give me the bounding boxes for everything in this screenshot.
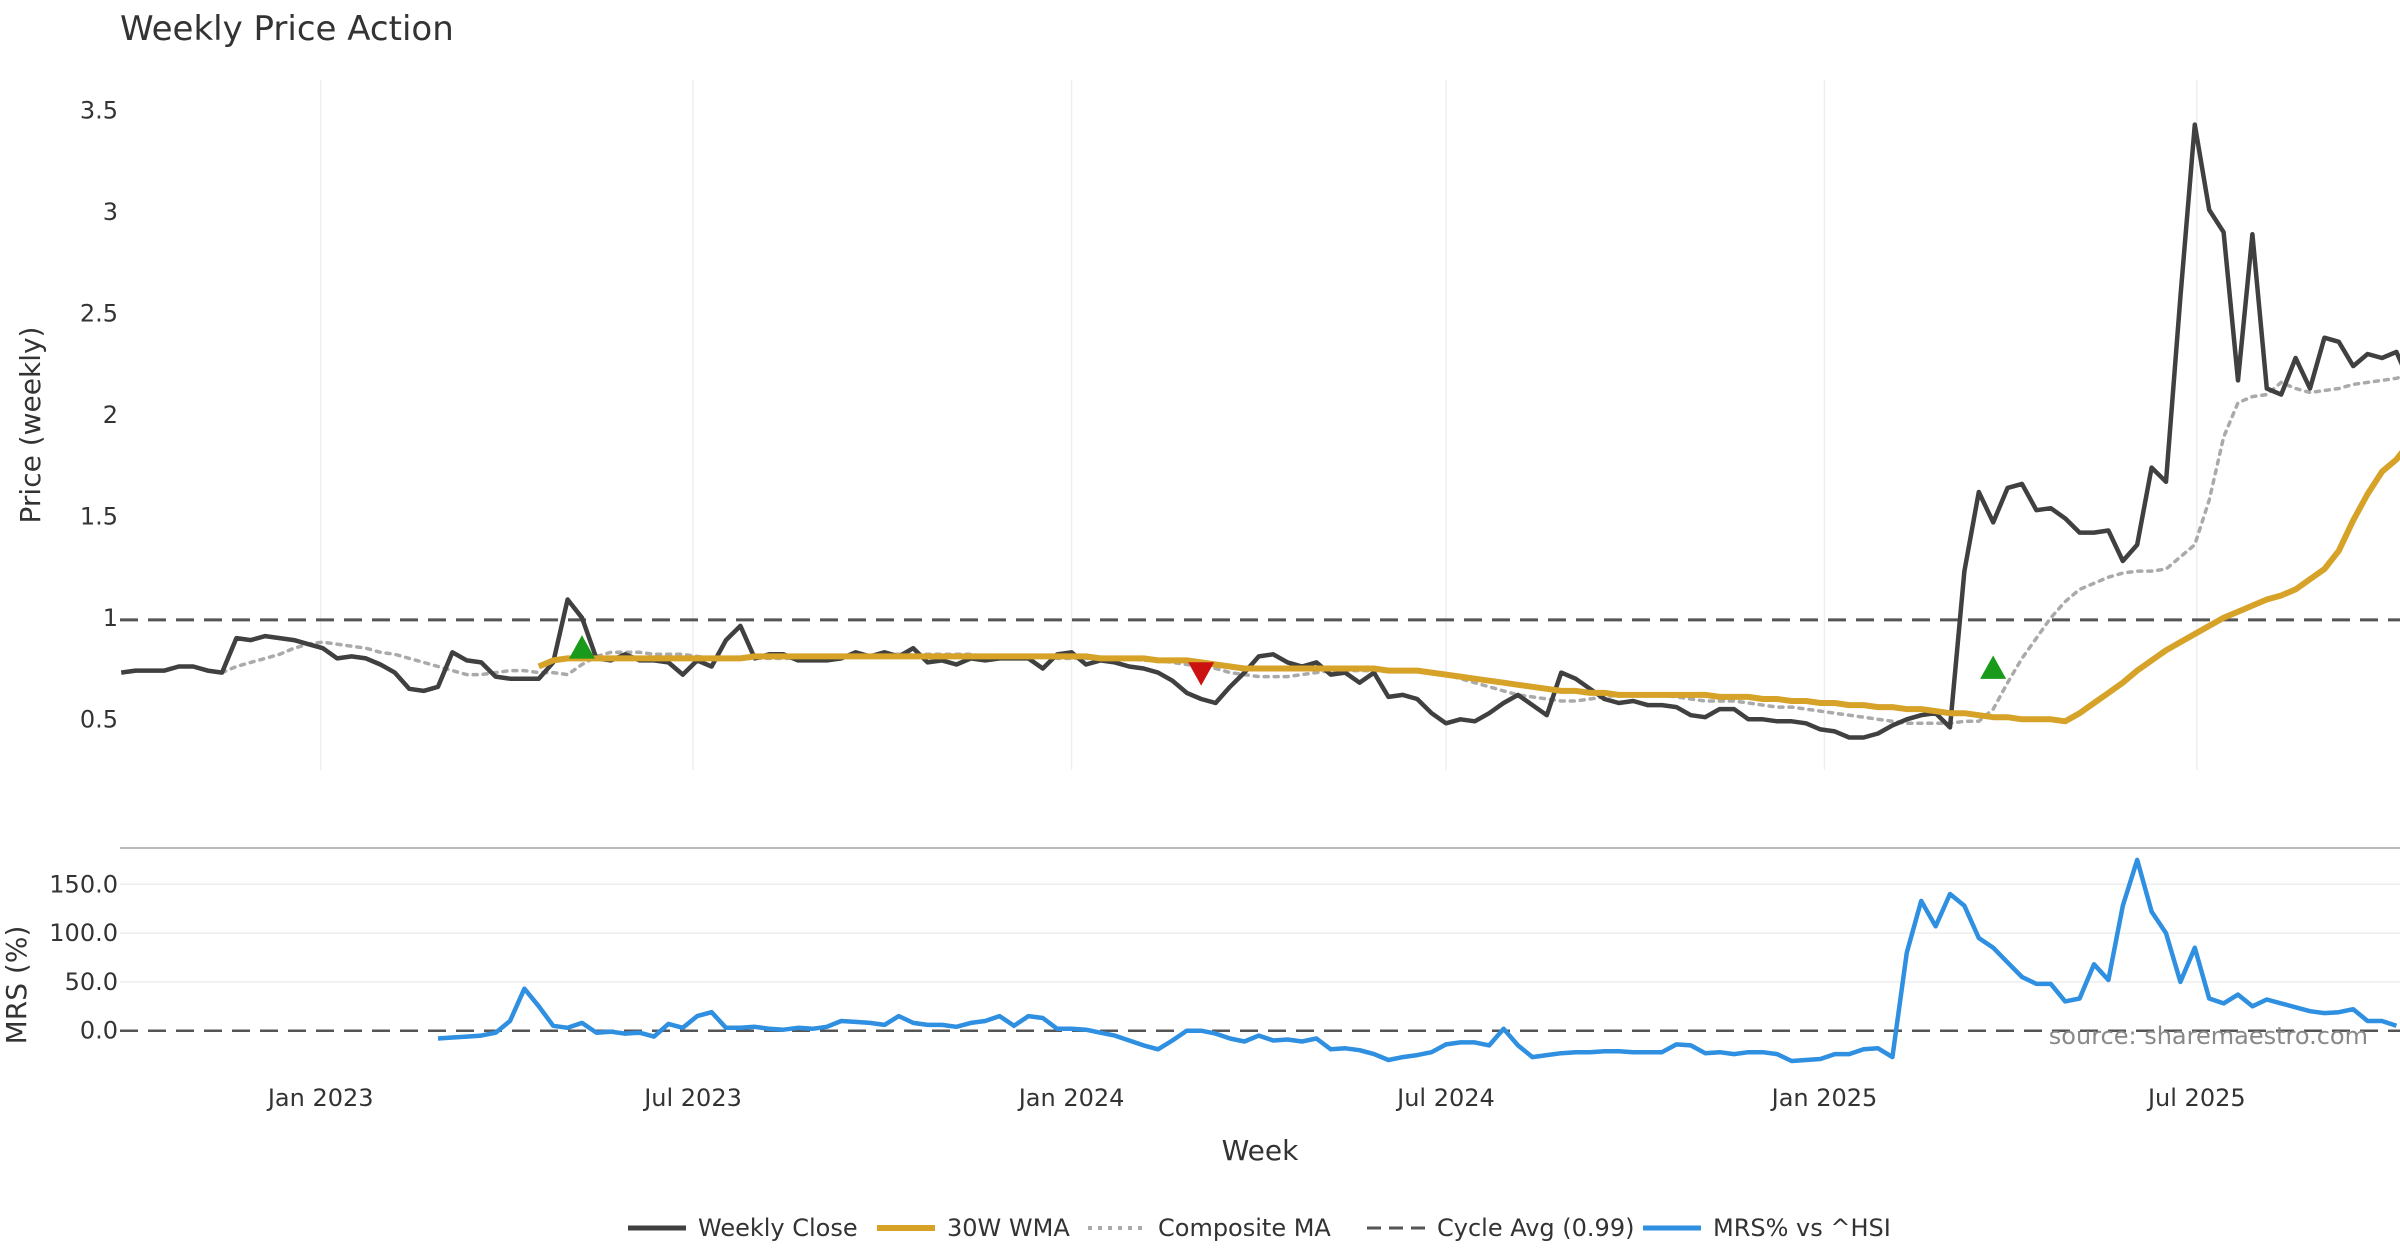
legend-item: Cycle Avg (0.99) (1367, 1214, 1634, 1242)
series-mrs (437, 857, 2398, 1064)
mrs-y-ticks: 0.0 50.0 100.0 150.0 (49, 870, 118, 1044)
x-axis-label: Week (1222, 1134, 1299, 1167)
mrs-ytick-label: 150.0 (49, 870, 118, 898)
legend-item: Composite MA (1088, 1214, 1331, 1242)
legend-item: 30W WMA (877, 1214, 1070, 1242)
price-ytick-label: 2 (103, 401, 118, 429)
sell-signal-marker-1 (1188, 662, 1215, 686)
legend-label: 30W WMA (947, 1214, 1070, 1242)
x-tick-label: Jul 2023 (642, 1084, 742, 1112)
price-y-ticks: 0.5 1 1.5 2 2.5 3 3.5 (80, 96, 118, 733)
legend-label: Cycle Avg (0.99) (1437, 1214, 1634, 1242)
signal-markers (568, 635, 2007, 686)
buy-signal-marker-0 (568, 635, 595, 659)
mrs-ytick-label: 100.0 (49, 919, 118, 947)
price-ytick-label: 2.5 (80, 299, 118, 327)
mrs-grid (120, 883, 2400, 983)
legend-label: Composite MA (1158, 1214, 1331, 1242)
x-ticks: Jan 2023 Jul 2023 Jan 2024 Jul 2024 Jan 2025… (266, 1084, 2246, 1112)
price-ytick-label: 0.5 (80, 705, 118, 733)
series-weekly-close (120, 122, 2400, 740)
mrs-ytick-label: 0.0 (80, 1017, 118, 1045)
price-ytick-label: 1.5 (80, 502, 118, 530)
mrs-ytick-label: 50.0 (65, 968, 118, 996)
buy-signal-marker-2 (1980, 655, 2007, 679)
source-attribution: source: sharemaestro.com (2049, 1022, 2368, 1050)
price-grid (319, 80, 2198, 770)
legend: Weekly Close 30W WMA Composite MA Cycle Avg… (628, 1214, 1891, 1242)
price-ytick-label: 3.5 (80, 96, 118, 124)
price-ytick-label: 1 (103, 604, 118, 632)
x-tick-label: Jan 2023 (266, 1084, 374, 1112)
legend-item: MRS% vs ^HSI (1643, 1214, 1891, 1242)
price-ytick-label: 3 (103, 198, 118, 226)
chart-title: Weekly Price Action (120, 9, 454, 49)
x-tick-label: Jul 2025 (2146, 1084, 2246, 1112)
price-y-axis-label: Price (weekly) (14, 327, 47, 524)
x-tick-label: Jan 2025 (1770, 1084, 1878, 1112)
legend-item: Weekly Close (628, 1214, 858, 1242)
x-tick-label: Jul 2024 (1395, 1084, 1495, 1112)
mrs-y-axis-label: MRS (%) (0, 926, 33, 1045)
legend-label: Weekly Close (698, 1214, 858, 1242)
x-tick-label: Jan 2024 (1017, 1084, 1125, 1112)
series-30w-wma (537, 450, 2400, 725)
legend-label: MRS% vs ^HSI (1713, 1214, 1891, 1242)
